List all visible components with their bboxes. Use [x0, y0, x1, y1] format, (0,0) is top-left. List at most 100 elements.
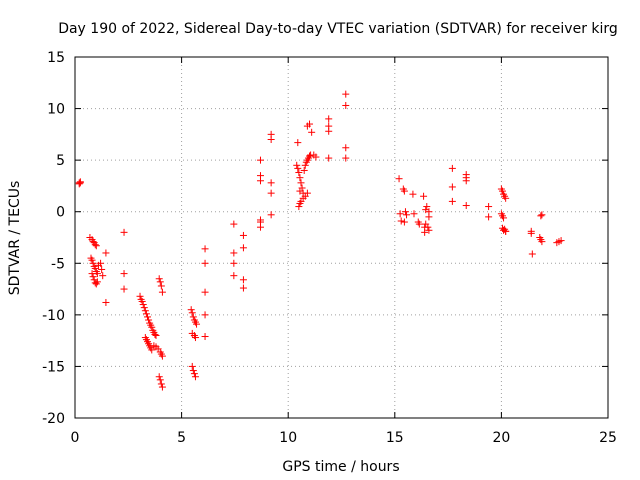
data-point [342, 101, 350, 109]
data-point [306, 120, 314, 128]
data-point [148, 346, 156, 354]
data-point [189, 313, 197, 321]
x-tick-label: 10 [279, 430, 297, 446]
y-tick-label: -15 [42, 359, 65, 375]
data-point [293, 161, 301, 169]
data-point [294, 164, 302, 172]
axis-ticks: 0 5 10 15 20 25 -20 -15 -10 -5 0 5 10 15 [42, 50, 617, 446]
data-point [342, 154, 350, 162]
data-point [267, 179, 275, 187]
data-point [256, 156, 264, 164]
data-point [537, 212, 545, 220]
data-point [189, 367, 197, 375]
data-point [152, 331, 160, 339]
data-point [303, 189, 311, 197]
data-point [423, 203, 431, 211]
data-point [230, 220, 238, 228]
data-point [325, 154, 333, 162]
data-point [158, 383, 166, 391]
y-tick-label: 10 [47, 102, 65, 118]
data-point [306, 152, 314, 160]
data-point [300, 166, 308, 174]
data-point [142, 310, 150, 318]
data-point [267, 211, 275, 219]
data-point [76, 179, 84, 187]
data-point [267, 189, 275, 197]
data-point [485, 213, 493, 221]
data-point [191, 334, 199, 342]
data-point [538, 238, 546, 246]
data-point [141, 307, 149, 315]
x-tick-label: 5 [177, 430, 186, 446]
data-point [296, 174, 304, 182]
data-point [138, 297, 146, 305]
data-point [557, 237, 565, 245]
data-point [140, 304, 148, 312]
data-point [187, 306, 195, 314]
data-point [296, 187, 304, 195]
data-point [301, 161, 309, 169]
data-point [91, 264, 99, 272]
data-point [397, 217, 405, 225]
data-point [538, 211, 546, 219]
data-point [156, 376, 164, 384]
data-point [201, 245, 209, 253]
data-point [395, 175, 403, 183]
data-point [91, 241, 99, 249]
data-point [230, 249, 238, 257]
data-point [256, 177, 264, 185]
data-point [201, 333, 209, 341]
data-point [420, 192, 428, 200]
data-point [396, 210, 404, 218]
data-point [145, 316, 153, 324]
data-point [325, 127, 333, 135]
grid-layer [75, 57, 608, 418]
data-point [502, 227, 510, 235]
data-point [239, 244, 247, 252]
data-point [155, 275, 163, 283]
data-point [201, 311, 209, 319]
y-tick-label: 5 [56, 153, 65, 169]
data-point [295, 203, 303, 211]
data-point [97, 259, 105, 267]
data-point [502, 194, 510, 202]
data-point [193, 320, 201, 328]
y-tick-label: 15 [47, 50, 65, 66]
plot-frame [74, 56, 609, 419]
data-point [448, 197, 456, 205]
y-tick-label: 0 [56, 205, 65, 221]
data-point [400, 187, 408, 195]
data-point [295, 169, 303, 177]
data-point [120, 270, 128, 278]
data-point [462, 202, 470, 210]
data-point [230, 259, 238, 267]
data-point [422, 220, 430, 228]
data-point [93, 278, 101, 286]
data-points [75, 90, 565, 391]
data-point [312, 153, 320, 161]
data-point [528, 250, 536, 258]
data-point [498, 187, 506, 195]
data-point [143, 313, 151, 321]
data-point [139, 301, 147, 309]
x-axis-label: GPS time / hours [282, 459, 399, 475]
data-point [92, 242, 100, 250]
data-point [190, 370, 198, 378]
data-point [527, 229, 535, 237]
data-point [294, 139, 302, 147]
data-point [401, 208, 409, 216]
data-point [188, 362, 196, 370]
data-point [201, 288, 209, 296]
data-point [403, 211, 411, 219]
data-point [462, 177, 470, 185]
x-tick-label: 0 [71, 430, 80, 446]
data-point [448, 183, 456, 191]
data-point [297, 179, 305, 187]
data-point [102, 249, 110, 257]
data-point [148, 323, 156, 331]
data-point [342, 144, 350, 152]
data-point [239, 284, 247, 292]
data-point [157, 282, 165, 290]
